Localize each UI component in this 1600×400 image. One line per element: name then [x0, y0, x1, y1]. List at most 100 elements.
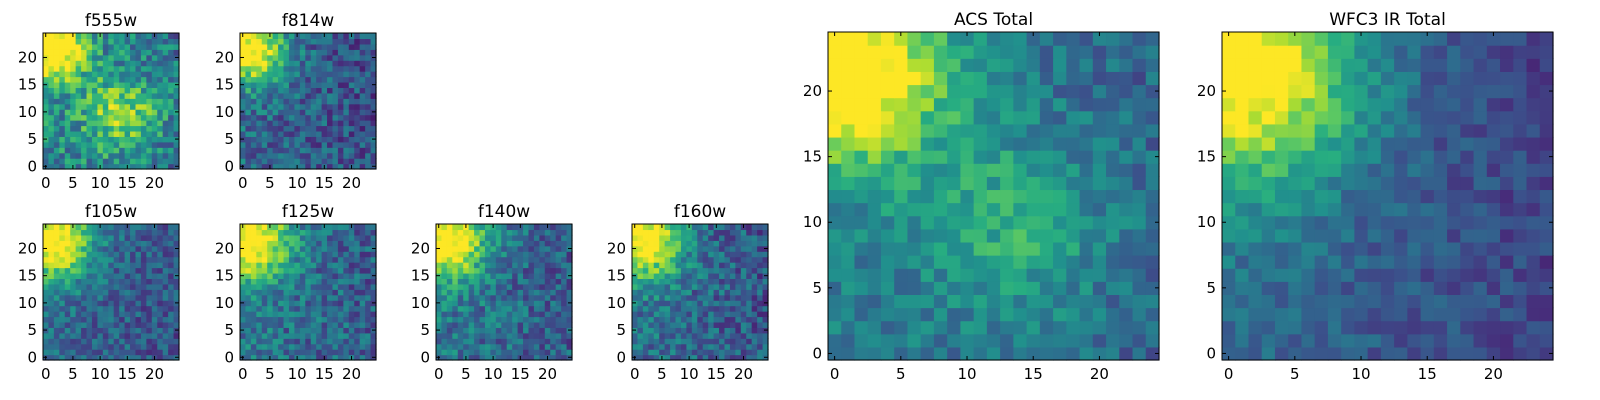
heatmap-cell	[316, 354, 323, 361]
x-tick-label: 0	[238, 174, 248, 192]
heatmap-cell	[1327, 215, 1342, 230]
heatmap-cell	[135, 43, 142, 50]
heatmap-cell	[240, 229, 247, 236]
heatmap-cell	[250, 130, 257, 137]
heatmap-cell	[245, 251, 252, 258]
heatmap-cell	[343, 245, 350, 252]
heatmap-cell	[97, 305, 104, 312]
heatmap-cell	[119, 92, 126, 99]
heatmap-cell	[1145, 320, 1160, 335]
heatmap-cell	[724, 289, 731, 296]
heatmap-cell	[43, 349, 50, 356]
heatmap-cell	[108, 147, 115, 154]
heatmap-cell	[59, 54, 66, 61]
heatmap-cell	[283, 71, 290, 78]
heatmap-cell	[637, 251, 644, 258]
heatmap-cell	[151, 92, 158, 99]
heatmap-cell	[294, 300, 301, 307]
heatmap-cell	[70, 349, 77, 356]
heatmap-cell	[533, 300, 540, 307]
heatmap-cell	[305, 305, 312, 312]
heatmap-cell	[1092, 241, 1107, 256]
heatmap-cell	[310, 267, 317, 274]
heatmap-cell	[354, 65, 361, 72]
heatmap-cell	[920, 346, 935, 361]
heatmap-cell	[370, 343, 377, 350]
heatmap-cell	[250, 245, 257, 252]
heatmap-cell	[43, 130, 50, 137]
heatmap-cell	[664, 294, 671, 301]
heatmap-cell	[245, 136, 252, 143]
heatmap-cell	[261, 289, 268, 296]
heatmap-cell	[250, 229, 257, 236]
heatmap-cell	[1261, 176, 1276, 191]
heatmap-cell	[343, 343, 350, 350]
heatmap-cell	[1473, 268, 1488, 282]
heatmap-cell	[1261, 150, 1276, 164]
heatmap-cell	[468, 251, 475, 258]
heatmap-cell	[506, 332, 513, 339]
heatmap-cell	[762, 256, 769, 263]
heatmap-cell	[365, 33, 372, 40]
heatmap-cell	[348, 321, 355, 328]
heatmap-cell	[162, 141, 169, 148]
heatmap-cell	[986, 281, 1001, 295]
heatmap-cell	[305, 316, 312, 323]
y-tick-label: 20	[215, 48, 234, 66]
heatmap-cell	[697, 305, 704, 312]
heatmap-cell	[64, 224, 71, 231]
heatmap-cell	[920, 255, 935, 269]
heatmap-cell	[1420, 320, 1435, 335]
heatmap-cell	[501, 327, 508, 334]
heatmap-cell	[359, 224, 366, 231]
heatmap-cell	[59, 272, 66, 279]
heatmap-cell	[1053, 202, 1067, 217]
heatmap-cell	[691, 240, 698, 247]
heatmap-cell	[240, 98, 247, 105]
heatmap-cell	[173, 60, 180, 67]
heatmap-cell	[135, 98, 142, 105]
heatmap-cell	[327, 71, 334, 78]
heatmap-cell	[642, 234, 649, 241]
heatmap-cell	[75, 300, 82, 307]
heatmap-cell	[86, 234, 93, 241]
heatmap-cell	[670, 321, 677, 328]
heatmap-cell	[648, 354, 655, 361]
heatmap-cell	[653, 300, 660, 307]
heatmap-cell	[1079, 123, 1094, 138]
heatmap-cell	[474, 272, 481, 279]
heatmap-cell	[512, 256, 519, 263]
heatmap-cell	[157, 65, 164, 72]
heatmap-cell	[697, 267, 704, 274]
heatmap-cell	[1106, 176, 1120, 191]
heatmap-cell	[1248, 228, 1263, 243]
heatmap-cell	[539, 262, 546, 269]
heatmap-cell	[64, 76, 71, 83]
heatmap-cell	[108, 245, 115, 252]
heatmap-cell	[1145, 110, 1160, 125]
heatmap-cell	[75, 267, 82, 274]
heatmap-cell	[751, 289, 758, 296]
heatmap-cell	[1486, 202, 1501, 217]
heatmap-cell	[894, 189, 909, 204]
heatmap-cell	[140, 71, 147, 78]
heatmap-cell	[973, 32, 988, 46]
heatmap-cell	[173, 92, 180, 99]
heatmap-cell	[512, 251, 519, 258]
heatmap-cell	[561, 294, 568, 301]
heatmap-cell	[1513, 176, 1528, 191]
heatmap-cell	[539, 321, 546, 328]
heatmap-cell	[119, 158, 126, 165]
heatmap-cell	[740, 349, 747, 356]
heatmap-cell	[151, 103, 158, 110]
heatmap-cell	[135, 251, 142, 258]
heatmap-cell	[762, 316, 769, 323]
heatmap-cell	[299, 103, 306, 110]
heatmap-cell	[973, 110, 988, 125]
heatmap-cell	[75, 120, 82, 127]
heatmap-cell	[691, 267, 698, 274]
heatmap-cell	[113, 300, 120, 307]
heatmap-cell	[1288, 333, 1303, 348]
heatmap-cell	[140, 103, 147, 110]
heatmap-cell	[495, 256, 502, 263]
